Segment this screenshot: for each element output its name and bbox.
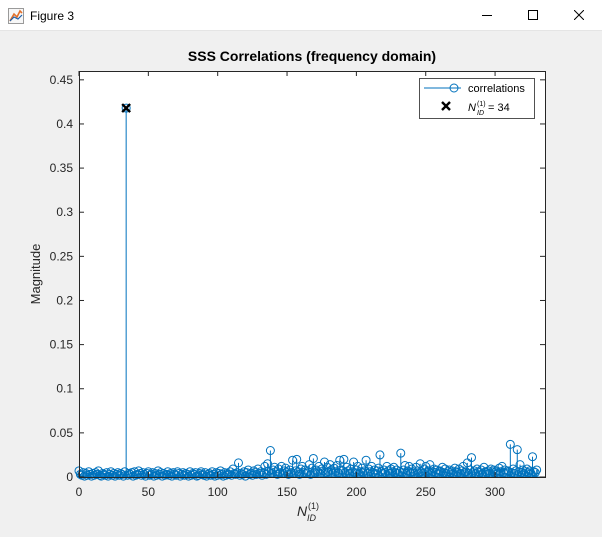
window-title: Figure 3: [30, 9, 75, 23]
axes-box: [79, 71, 546, 478]
maximize-icon: [528, 10, 538, 20]
stem-marker: [528, 452, 538, 462]
x-tick-label: 0: [76, 485, 83, 499]
close-icon: [574, 10, 584, 20]
y-tick-label: 0.1: [56, 382, 73, 396]
stem-marker: [512, 445, 522, 455]
matlab-figure-icon: [8, 8, 24, 24]
y-tick-label: 0.2: [56, 293, 73, 307]
y-tick-label: 0.35: [50, 161, 74, 175]
stem-marker: [529, 467, 539, 477]
stem-marker: [233, 458, 243, 468]
stem-marker: [376, 467, 386, 477]
y-tick-label: 0.45: [50, 73, 74, 87]
stem-marker: [145, 470, 155, 480]
stem-marker: [505, 439, 515, 449]
y-tick-label: 0.3: [56, 205, 73, 219]
legend-correlations-marker: [449, 83, 459, 93]
stem-marker: [532, 465, 542, 475]
stem-marker: [339, 454, 349, 464]
close-button[interactable]: [556, 0, 602, 30]
stem-marker: [319, 457, 329, 467]
y-tick-label: 0.15: [50, 338, 74, 352]
svg-text:N: N: [468, 102, 476, 114]
legend[interactable]: correlations N (1) ID = 34: [419, 78, 535, 119]
peak-x-marker: [121, 103, 132, 113]
stem-marker: [265, 446, 275, 456]
minimize-icon: [482, 15, 492, 16]
stem-plot[interactable]: 0 50 100 150 200 250 300 0 0.05 0.1 0.15 0.2 0.25 0.3…: [0, 31, 602, 532]
stem-marker: [396, 448, 406, 458]
stem-marker: [375, 450, 385, 460]
stem-marker: [276, 461, 286, 471]
window-titlebar: Figure 3: [0, 0, 602, 31]
svg-text:ID: ID: [477, 110, 484, 117]
x-axis-label: N (1) ID: [297, 501, 319, 523]
stem-marker: [75, 469, 85, 479]
figure-canvas: 0 50 100 150 200 250 300 0 0.05 0.1 0.15 0.2 0.25 0.3…: [0, 31, 602, 532]
svg-text:ID: ID: [307, 513, 317, 523]
stem-marker: [361, 455, 371, 465]
maximize-button[interactable]: [510, 0, 556, 30]
stem-marker: [182, 469, 192, 479]
stem-marker: [121, 103, 131, 113]
legend-nid-label: N (1) ID = 34: [468, 101, 510, 117]
svg-text:N: N: [297, 503, 308, 519]
y-tick-label: 0.05: [50, 426, 74, 440]
x-tick-label: 50: [142, 485, 156, 499]
minimize-button[interactable]: [464, 0, 510, 30]
legend-nid-marker: [441, 101, 451, 111]
stem-marker: [263, 459, 273, 469]
y-tick-label: 0.4: [56, 117, 73, 131]
y-tick-label: 0.25: [50, 249, 74, 263]
y-axis-label: Magnitude: [28, 244, 43, 305]
x-tick-label: 250: [416, 485, 436, 499]
stem-marker: [466, 453, 476, 463]
svg-text:(1): (1): [477, 101, 486, 108]
stem-marker: [353, 461, 363, 471]
x-tick-label: 300: [485, 485, 505, 499]
legend-correlations-label: correlations: [468, 83, 525, 95]
stem-marker: [308, 453, 318, 463]
stem-marker: [389, 462, 399, 472]
x-tick-label: 150: [277, 485, 297, 499]
y-tick-label: 0: [66, 470, 73, 484]
svg-text:= 34: = 34: [488, 102, 510, 114]
svg-text:(1): (1): [308, 501, 319, 511]
x-tick-label: 100: [208, 485, 228, 499]
axes-background: [79, 71, 545, 477]
x-tick-label: 200: [346, 485, 366, 499]
chart-title: SSS Correlations (frequency domain): [188, 48, 436, 64]
legend-box: [419, 78, 535, 119]
stem-marker: [231, 469, 241, 479]
stem-marker: [292, 454, 302, 464]
